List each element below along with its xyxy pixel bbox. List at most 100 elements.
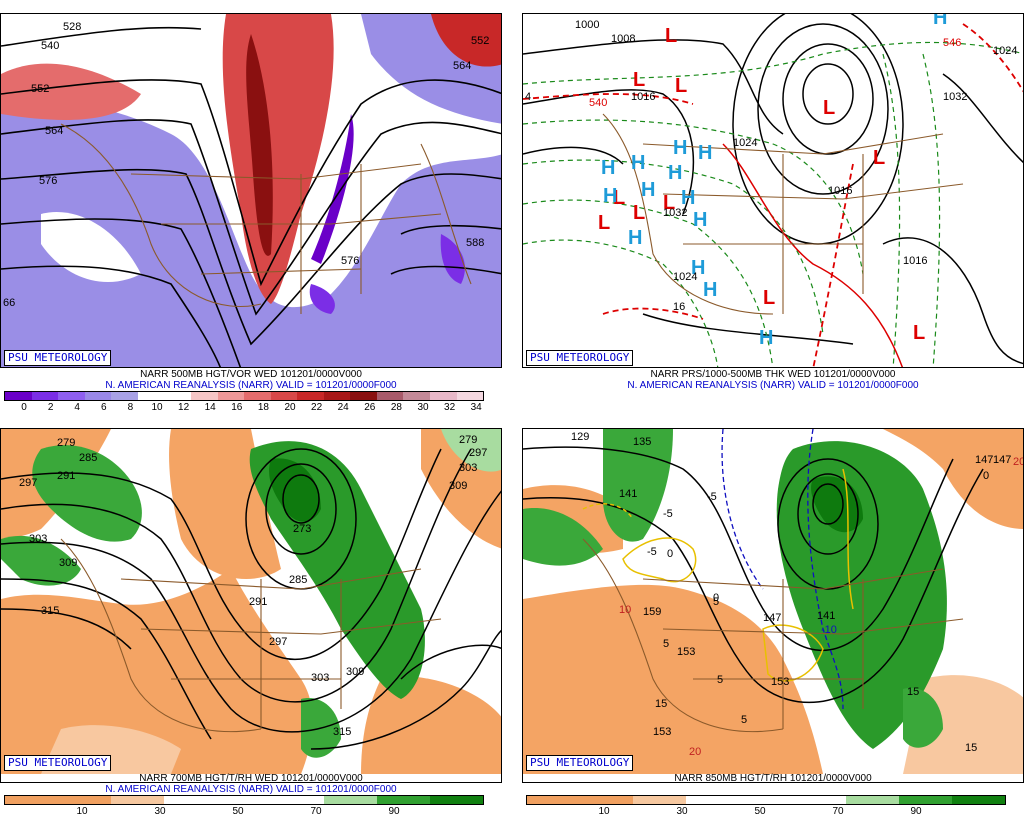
scale-tick-label: 30 [154, 806, 166, 817]
contour-label: 141 [817, 610, 835, 622]
contour-label: 147 [975, 454, 993, 466]
high-pressure-symbol: H [681, 187, 695, 209]
scale-swatch [31, 392, 59, 400]
scale-tick-label: 90 [388, 806, 400, 817]
high-pressure-symbol: H [628, 227, 642, 249]
map-500mb-svg: 540 528 552 564 576 588 576 552 564 66 [1, 14, 501, 367]
panel-caption: NARR 700MB HGT/T/RH WED 101201/0000V000 [139, 773, 363, 784]
psu-meteorology-badge: PSU METEOROLOGY [526, 755, 634, 771]
scale-tick-label: 10 [151, 402, 163, 413]
scale-tick-label: 14 [204, 402, 216, 413]
panel-caption: NARR 500MB HGT/VOR WED 101201/0000V000 [140, 369, 362, 380]
scale-swatch [580, 796, 634, 804]
scale-swatch [430, 392, 457, 400]
thickness-label: 540 [589, 97, 607, 109]
high-pressure-symbol: H [698, 142, 712, 164]
contour-label: 528 [63, 21, 81, 33]
isobar-label: 1016 [828, 185, 852, 197]
contour-label: 576 [341, 255, 359, 267]
color-scale-bar [526, 795, 1006, 805]
contour-label: 153 [677, 646, 695, 658]
temp-label: -5 [707, 491, 717, 503]
isobar-label: 1024 [673, 271, 697, 283]
scale-swatch [164, 392, 191, 400]
isobar-label: 16 [673, 301, 685, 313]
low-pressure-symbol: L [663, 192, 675, 214]
isobar-label: 1032 [943, 91, 967, 103]
scale-tick-label: 28 [390, 402, 402, 413]
color-scale-ticks: 10 30 50 70 90 [4, 806, 484, 818]
contour-label: 291 [249, 596, 267, 608]
low-pressure-symbol: L [598, 212, 610, 234]
psu-meteorology-badge: PSU METEOROLOGY [4, 755, 112, 771]
psu-meteorology-badge: PSU METEOROLOGY [4, 350, 112, 366]
scale-swatch [350, 392, 377, 400]
map-pressure-svg: L L L L L L L L L L L H H H H H H H H [523, 14, 1023, 367]
scale-tick-label: 12 [178, 402, 190, 413]
scale-swatch [633, 796, 687, 804]
map-850mb-svg: 129 135 141 147 153 159 147 141 153 153 … [523, 429, 1023, 774]
scale-swatch [403, 392, 430, 400]
scale-tick-label: 70 [310, 806, 322, 817]
contour-label: 297 [469, 447, 487, 459]
high-pressure-symbol: H [759, 327, 773, 349]
contour-label: 273 [293, 523, 311, 535]
color-scale-ticks: 10 30 50 70 90 [526, 806, 1006, 818]
scale-swatch [527, 796, 581, 804]
low-pressure-symbol: L [763, 287, 775, 309]
psu-meteorology-badge: PSU METEOROLOGY [526, 350, 634, 366]
scale-tick-label: 4 [74, 402, 80, 413]
scale-tick-label: 8 [127, 402, 134, 413]
scale-tick-label: 20 [284, 402, 296, 413]
contour-label: 135 [633, 436, 651, 448]
scale-swatch [792, 796, 846, 804]
contour-label: 153 [653, 726, 671, 738]
contour-label: 564 [453, 60, 471, 72]
contour-label: 303 [311, 672, 329, 684]
color-scale-ticks: 0 2 4 6 8 10 12 14 16 18 20 22 24 26 28 30 32 34 [4, 402, 484, 414]
contour-label: 309 [449, 480, 467, 492]
temp-label: 5 [717, 674, 723, 686]
low-pressure-symbol: L [823, 97, 835, 119]
scale-swatch [376, 392, 404, 400]
temp-label: -10 [821, 624, 837, 636]
scale-swatch [323, 796, 377, 804]
scale-swatch [951, 796, 1005, 804]
scale-swatch [217, 796, 271, 804]
panel-700mb-rh: 279 285 291 297 303 309 315 291 297 303 … [0, 428, 502, 837]
temp-label: 5 [663, 638, 669, 650]
contour-label: 303 [459, 462, 477, 474]
contour-label: 279 [459, 434, 477, 446]
contour-label: 285 [79, 452, 97, 464]
scale-swatch [217, 392, 245, 400]
scale-tick-label: 32 [444, 402, 456, 413]
contour-label: 147 [763, 612, 781, 624]
scale-swatch [270, 796, 324, 804]
contour-label: 297 [19, 477, 37, 489]
scale-tick-label: 6 [101, 402, 107, 413]
contour-label: 129 [571, 431, 589, 443]
scale-tick-label: 0 [21, 402, 27, 413]
low-pressure-symbol: L [633, 202, 645, 224]
temp-label: 20 [689, 746, 701, 758]
temp-label: 10 [619, 604, 631, 616]
isobar-label: 1024 [733, 137, 757, 149]
high-pressure-symbol: H [631, 152, 645, 174]
panel-pressure-thickness: L L L L L L L L L L L H H H H H H H H [522, 13, 1024, 422]
high-pressure-symbol: H [693, 209, 707, 231]
contour-label: 153 [771, 676, 789, 688]
temp-label: 15 [907, 686, 919, 698]
isobar-label: 1000 [575, 19, 599, 31]
temp-label: 0 [713, 592, 719, 604]
scale-swatch [111, 392, 138, 400]
panel-caption: NARR 850MB HGT/T/RH 101201/0000V000 [674, 773, 872, 784]
map-700mb-svg: 279 285 291 297 303 309 315 291 297 303 … [1, 429, 501, 774]
map-700mb: 279 285 291 297 303 309 315 291 297 303 … [0, 428, 502, 783]
scale-swatch [739, 796, 793, 804]
panel-subcaption: N. AMERICAN REANALYSIS (NARR) VALID = 10… [105, 380, 397, 391]
scale-swatch [270, 392, 298, 400]
contour-label: 540 [41, 40, 59, 52]
scale-swatch [244, 392, 271, 400]
scale-tick-label: 10 [598, 806, 610, 817]
scale-tick-label: 16 [231, 402, 243, 413]
